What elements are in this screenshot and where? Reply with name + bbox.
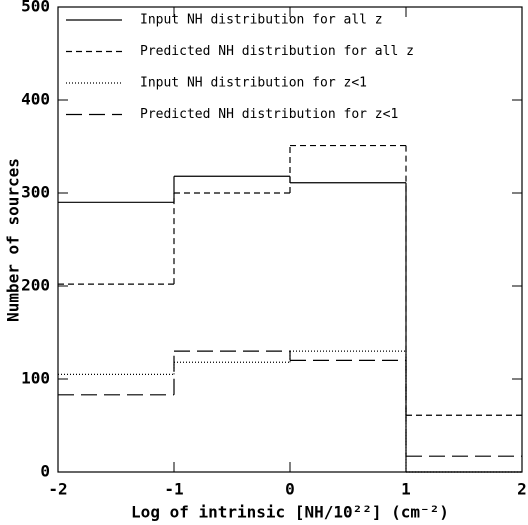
x-tick-label: -2 bbox=[48, 480, 67, 499]
x-axis-label: Log of intrinsic [NH/10²²] (cm⁻²) bbox=[131, 503, 449, 522]
legend-label: Input NH distribution for all z bbox=[140, 13, 383, 28]
x-tick-label: -1 bbox=[164, 480, 183, 499]
x-tick-label: 2 bbox=[517, 480, 527, 499]
x-tick-label: 0 bbox=[285, 480, 295, 499]
legend-label: Predicted NH distribution for all z bbox=[140, 44, 414, 59]
y-tick-label: 200 bbox=[21, 276, 50, 295]
legend-label: Input NH distribution for z<1 bbox=[140, 76, 367, 91]
y-tick-label: 100 bbox=[21, 369, 50, 388]
y-tick-label: 400 bbox=[21, 90, 50, 109]
y-tick-label: 0 bbox=[40, 462, 50, 481]
x-tick-label: 1 bbox=[401, 480, 411, 499]
legend-label: Predicted NH distribution for z<1 bbox=[140, 107, 398, 122]
y-tick-label: 300 bbox=[21, 183, 50, 202]
y-tick-label: 500 bbox=[21, 0, 50, 16]
y-axis-label: Number of sources bbox=[4, 158, 23, 322]
